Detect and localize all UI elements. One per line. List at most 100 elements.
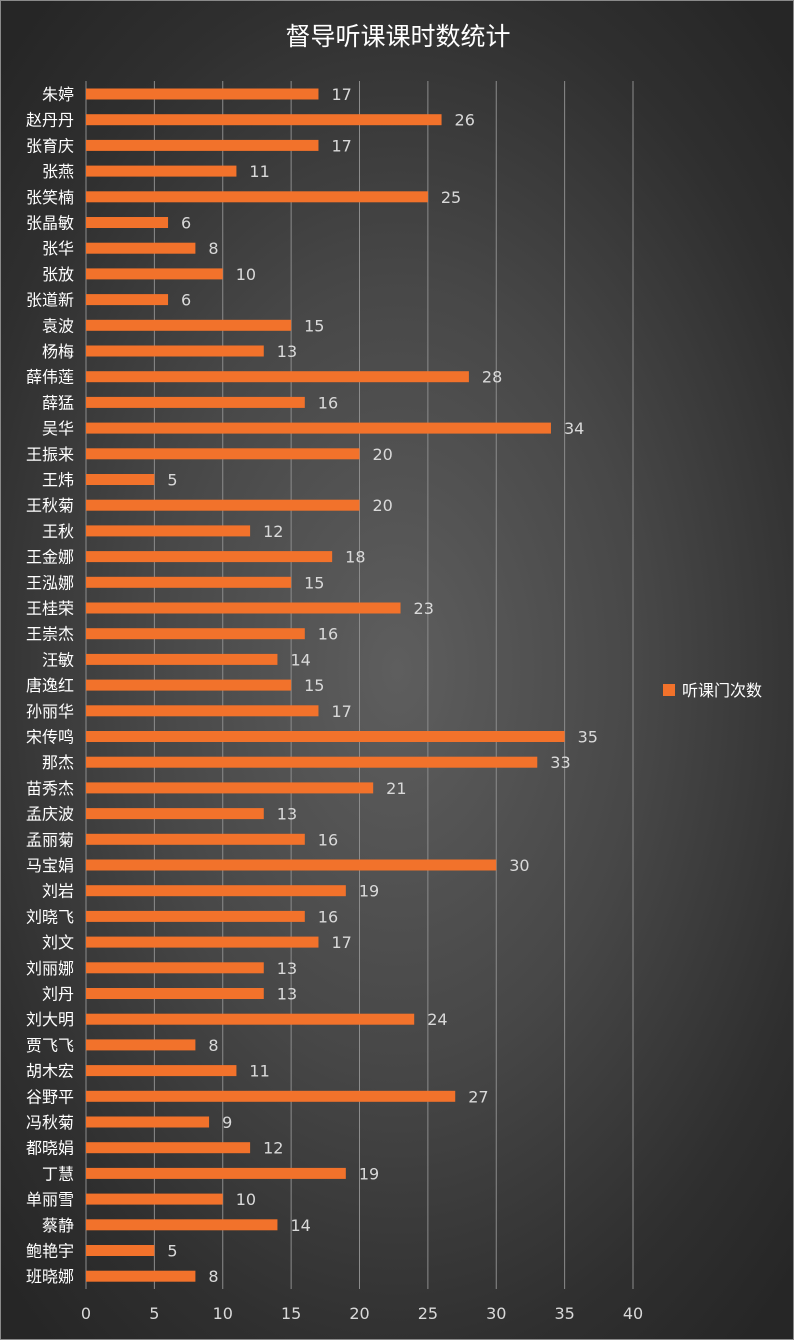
bar (86, 756, 538, 768)
data-label: 13 (277, 985, 297, 1004)
bar (86, 499, 360, 511)
category-label: 张育庆 (26, 136, 74, 155)
bar (86, 319, 292, 331)
category-label: 杨梅 (42, 342, 74, 361)
data-label: 35 (578, 728, 598, 747)
bar (86, 551, 333, 563)
bar (86, 1039, 196, 1051)
labels: 0 5 10 15 20 25 30 35 40 朱婷 17 赵丹丹 26 张育庆 17 张燕 11 张笑楠 25 张… (26, 85, 643, 1323)
x-tick-label: 35 (554, 1304, 574, 1323)
category-label: 张燕 (42, 162, 74, 181)
x-tick-label: 40 (623, 1304, 643, 1323)
category-label: 冯秋菊 (26, 1113, 74, 1132)
bar (86, 114, 442, 126)
data-label: 27 (468, 1087, 488, 1106)
category-label: 宋传鸣 (26, 728, 74, 747)
category-label: 刘丹 (42, 985, 74, 1004)
category-label: 吴华 (42, 419, 74, 438)
data-label: 6 (181, 214, 191, 233)
bar (86, 474, 155, 485)
bar (86, 1245, 155, 1256)
data-label: 14 (290, 1216, 310, 1235)
data-label: 16 (318, 830, 338, 849)
data-label: 16 (318, 907, 338, 926)
bar (86, 1167, 346, 1179)
category-label: 刘岩 (42, 882, 74, 901)
category-label: 袁波 (42, 316, 74, 335)
data-label: 11 (249, 162, 269, 181)
category-label: 孟丽菊 (26, 830, 74, 849)
bar (86, 371, 469, 383)
data-label: 5 (167, 1242, 177, 1261)
legend: 听课门次数 (663, 681, 762, 700)
gridlines (85, 81, 634, 1289)
category-label: 马宝娟 (26, 856, 74, 875)
bar (86, 679, 292, 691)
category-label: 薛猛 (42, 393, 74, 412)
data-label: 24 (427, 1010, 447, 1029)
data-label: 25 (441, 188, 461, 207)
category-label: 张晶敏 (26, 214, 74, 233)
data-label: 15 (304, 316, 324, 335)
bar (86, 242, 196, 254)
category-label: 丁慧 (42, 1164, 74, 1183)
data-label: 23 (414, 599, 434, 618)
bar (86, 345, 264, 357)
bar (86, 859, 497, 871)
bar (86, 422, 551, 434)
bar (86, 1065, 237, 1077)
category-label: 胡木宏 (26, 1062, 74, 1081)
category-label: 刘丽娜 (26, 959, 74, 978)
category-label: 王振来 (26, 445, 74, 464)
x-tick-label: 5 (149, 1304, 159, 1323)
data-label: 20 (373, 445, 393, 464)
category-label: 赵丹丹 (26, 111, 74, 130)
data-label: 30 (509, 856, 529, 875)
category-label: 张笑楠 (26, 188, 74, 207)
category-label: 王崇杰 (26, 625, 74, 644)
legend-swatch (663, 684, 675, 696)
category-label: 刘晓飞 (26, 907, 74, 926)
category-label: 都晓娟 (26, 1139, 74, 1158)
bar (86, 1193, 223, 1205)
x-tick-label: 0 (81, 1304, 91, 1323)
bar (86, 448, 360, 460)
bar (86, 165, 237, 177)
x-tick-label: 30 (486, 1304, 506, 1323)
data-label: 6 (181, 291, 191, 310)
category-label: 鲍艳宇 (26, 1242, 74, 1261)
category-label: 刘大明 (26, 1010, 74, 1029)
category-label: 张华 (42, 239, 74, 258)
category-label: 谷野平 (26, 1087, 74, 1106)
category-label: 孙丽华 (26, 702, 74, 721)
data-label: 11 (249, 1062, 269, 1081)
category-label: 王桂荣 (26, 599, 74, 618)
data-label: 17 (331, 933, 351, 952)
x-tick-label: 10 (213, 1304, 233, 1323)
category-label: 蔡静 (42, 1216, 74, 1235)
bar (86, 962, 264, 974)
bar (86, 217, 169, 228)
bar (86, 88, 319, 100)
data-label: 10 (236, 1190, 256, 1209)
data-label: 34 (564, 419, 584, 438)
category-label: 王秋菊 (26, 496, 74, 515)
bars (86, 88, 565, 1282)
data-label: 26 (455, 111, 475, 130)
data-label: 8 (208, 1036, 218, 1055)
data-label: 15 (304, 573, 324, 592)
bar (86, 1090, 456, 1102)
bar (86, 294, 169, 306)
category-label: 薛伟莲 (26, 368, 74, 387)
x-tick-label: 25 (418, 1304, 438, 1323)
category-label: 刘文 (42, 933, 74, 952)
bar (86, 833, 305, 845)
data-label: 19 (359, 1164, 379, 1183)
data-label: 10 (236, 265, 256, 284)
data-label: 33 (550, 753, 570, 772)
category-label: 汪敏 (42, 650, 74, 669)
bar (86, 808, 264, 820)
category-label: 朱婷 (42, 85, 74, 104)
